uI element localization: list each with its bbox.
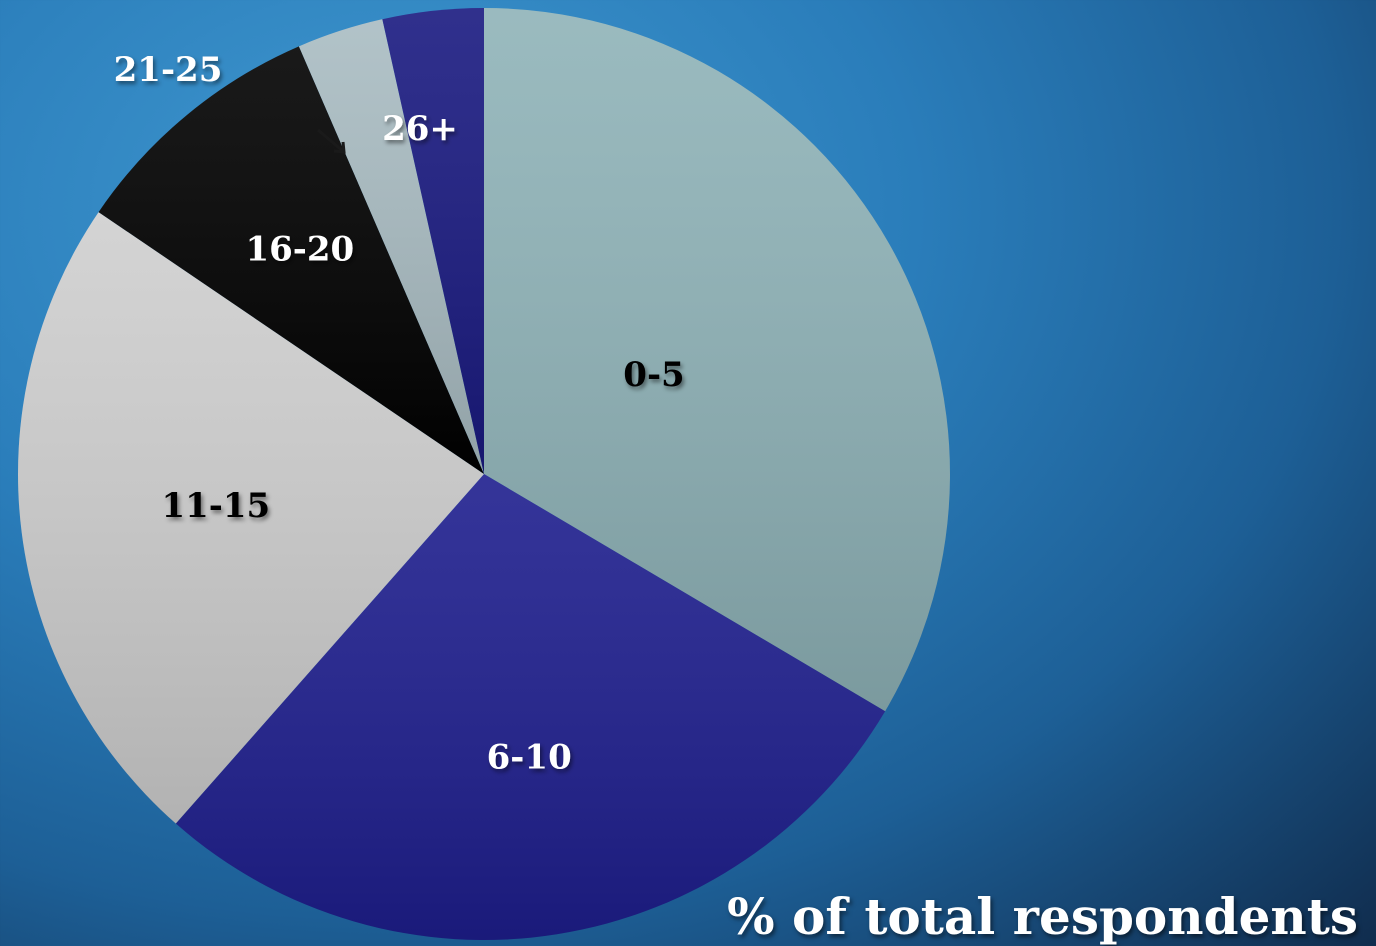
slice-label-11-15: 11-15: [161, 486, 270, 526]
pie-slice-shade-6-10: [175, 474, 886, 941]
pie-slice-shade-16-20: [98, 46, 485, 474]
slice-label-26+: 26+: [382, 109, 458, 149]
leader-line-21-25: [317, 128, 346, 154]
pie-slice-shade-26+: [382, 8, 484, 474]
pie-slice-shade-21-25: [298, 19, 484, 475]
pie-labels: 0-5 6-10 11-15 16-20 21-25 26+: [114, 50, 685, 777]
slice-label-21-25: 21-25: [114, 50, 223, 90]
pie-slice-shade-11-15: [18, 212, 484, 824]
pie-slice-shade-0-5: [484, 8, 951, 712]
slice-label-16-20: 16-20: [245, 229, 354, 269]
chart-caption: % of total respondents: [727, 887, 1358, 946]
slice-label-0-5: 0-5: [623, 355, 684, 395]
slice-label-6-10: 6-10: [487, 737, 572, 777]
